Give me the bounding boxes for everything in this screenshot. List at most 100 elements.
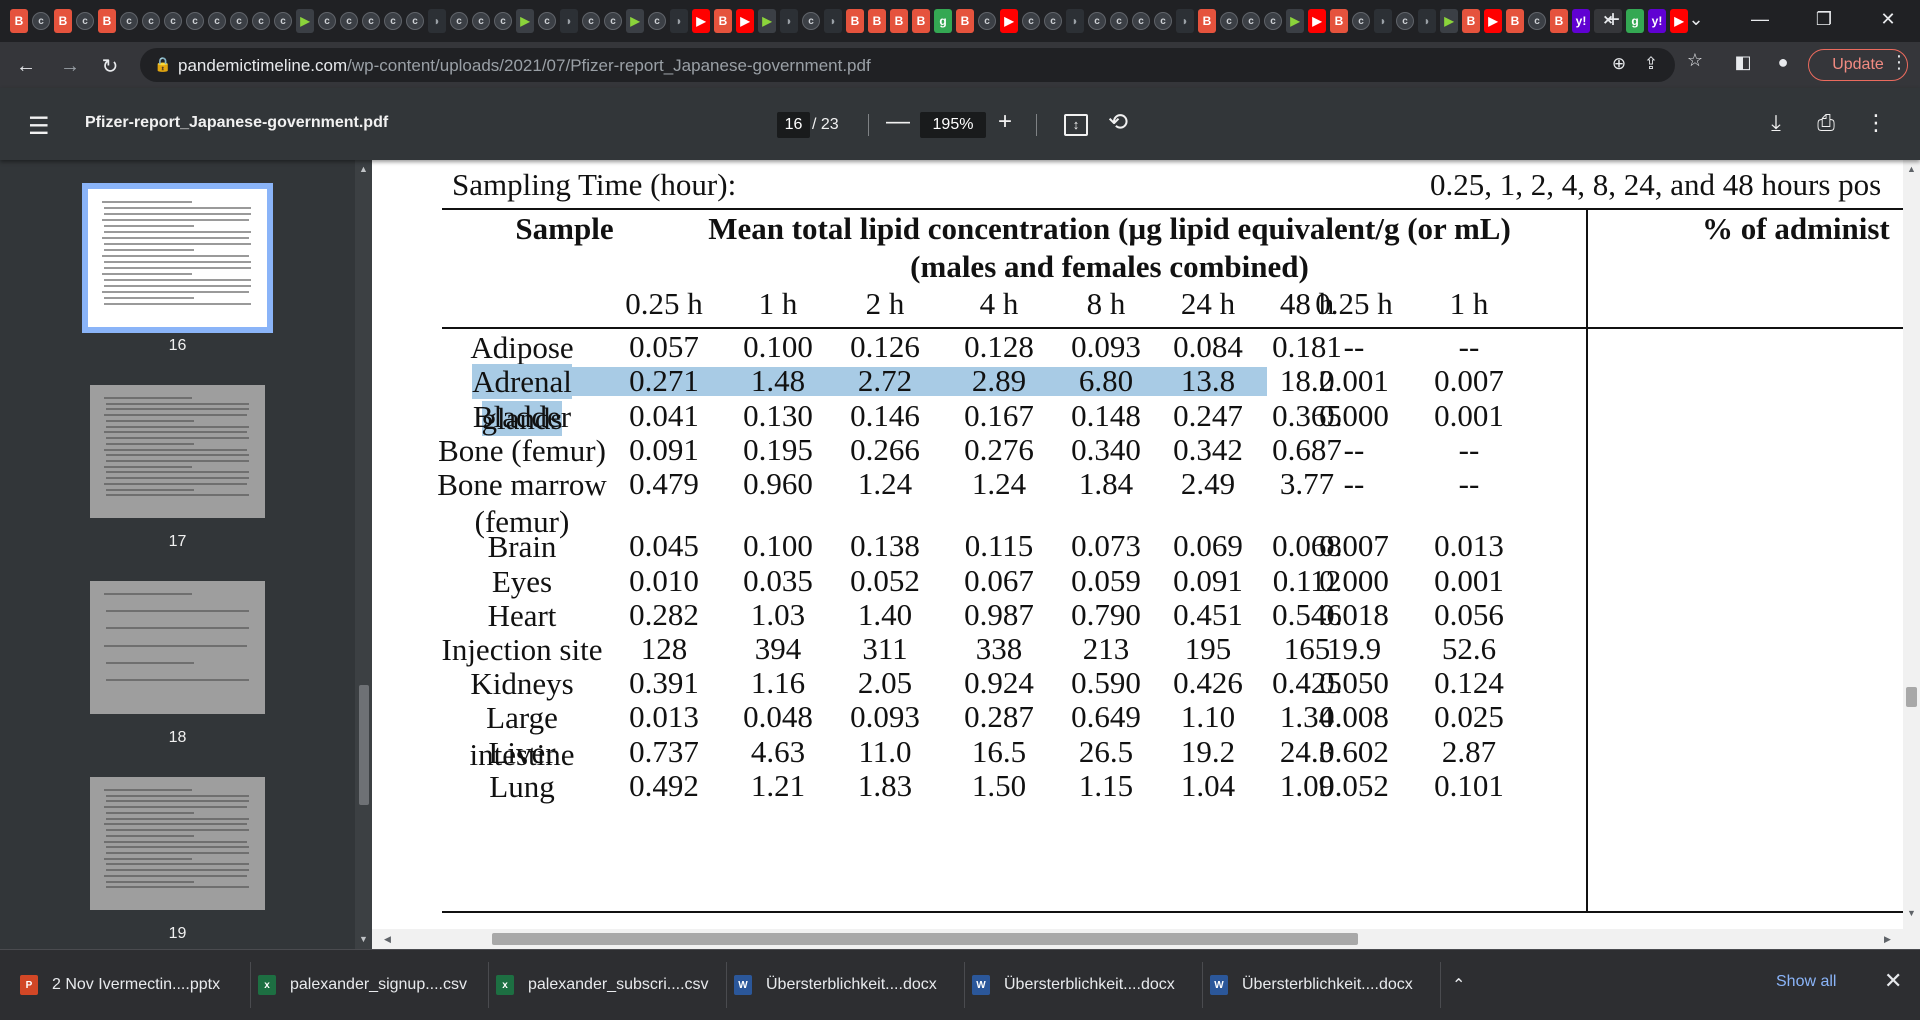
tab-favicon-c-icon[interactable]: c [1528,12,1546,30]
tab-favicon-c-icon[interactable]: c [208,12,226,30]
tab-favicon-B-icon[interactable]: B [912,9,930,33]
tab-favicon-c-icon[interactable]: c [384,12,402,30]
tab-favicon-c-icon[interactable]: c [76,12,94,30]
tab-favicon-c-icon[interactable]: c [472,12,490,30]
tab-favicon-c-icon[interactable]: c [802,12,820,30]
lock-icon[interactable]: 🔒 [154,56,172,72]
scroll-up-icon[interactable]: ▲ [359,164,368,174]
download-item[interactable]: P2 Nov Ivermectin....pptx⌃ [20,950,275,1020]
tab-favicon-arrow-icon[interactable]: ◗ [824,9,842,33]
tab-favicon-B-icon[interactable]: B [890,9,908,33]
scroll-right-icon[interactable]: ▶ [1884,934,1891,944]
profile-icon[interactable]: ● [1777,52,1789,72]
tab-favicon-B-icon[interactable]: B [1506,9,1524,33]
tab-favicon-c-icon[interactable]: c [340,12,358,30]
tab-favicon-c-icon[interactable]: c [1154,12,1172,30]
tab-favicon-c-icon[interactable]: c [1396,12,1414,30]
tab-favicon-c-icon[interactable]: c [1220,12,1238,30]
tab-favicon-y-icon[interactable]: y! [1648,9,1666,33]
print-icon[interactable]: ⎙ [1817,110,1835,135]
tab-favicon-c-icon[interactable]: c [1264,12,1282,30]
tab-favicon-yt-icon[interactable]: ▶ [1308,9,1326,33]
tab-favicon-B-icon[interactable]: B [846,9,864,33]
sidebar-scroll-thumb[interactable] [359,685,369,805]
sidebar-scrollbar[interactable]: ▲ ▼ [355,160,372,949]
tab-favicon-B-icon[interactable]: B [956,9,974,33]
tab-favicon-arrow-icon[interactable]: ◗ [1374,9,1392,33]
download-icon[interactable]: ⤓ [1771,110,1781,135]
tab-favicon-c-icon[interactable]: c [120,12,138,30]
tab-favicon-B-icon[interactable]: B [54,9,72,33]
tab-favicon-c-icon[interactable]: c [648,12,666,30]
thumbnail-page-16[interactable] [82,183,273,333]
thumbnail-page-19[interactable] [90,777,265,910]
tab-favicon-B-icon[interactable]: B [868,9,886,33]
tab-favicon-B-icon[interactable]: B [1550,9,1568,33]
tab-favicon-c-icon[interactable]: c [186,12,204,30]
show-all-button[interactable]: Show all [1776,973,1837,990]
tab-favicon-g-icon[interactable]: g [1626,9,1644,33]
tab-favicon-c-icon[interactable]: c [978,12,996,30]
zoom-in-button[interactable]: + [998,108,1013,135]
forward-icon[interactable]: → [60,54,80,77]
tab-favicon-c-icon[interactable]: c [1044,12,1062,30]
zoom-out-button[interactable]: — [886,108,910,135]
star-icon[interactable]: ☆ [1686,50,1704,70]
tab-favicon-c-icon[interactable]: c [32,12,50,30]
tab-favicon-c-icon[interactable]: c [1132,12,1150,30]
tab-favicon-arrow-icon[interactable]: ◗ [670,9,688,33]
restore-button[interactable]: ❐ [1815,8,1833,29]
tab-favicon-play-icon[interactable]: ▶ [296,9,314,33]
tab-favicon-arrow-icon[interactable]: ◗ [428,9,446,33]
tab-favicon-play-icon[interactable]: ▶ [758,9,776,33]
scroll-down-icon[interactable]: ▼ [359,934,368,944]
scroll-up-icon[interactable]: ▲ [1907,164,1916,174]
tab-favicon-c-icon[interactable]: c [362,12,380,30]
back-icon[interactable]: ← [16,54,36,77]
close-window-button[interactable]: ✕ [1880,8,1896,29]
tab-favicon-c-icon[interactable]: c [1088,12,1106,30]
sidepanel-icon[interactable]: ◧ [1734,52,1752,72]
tab-favicon-c-icon[interactable]: c [230,12,248,30]
tab-favicon-yt-icon[interactable]: ▶ [1484,9,1502,33]
tab-favicon-play-icon[interactable]: ▶ [1286,9,1304,33]
page-scrollbar[interactable]: ▲ ▼ [1903,160,1920,949]
zoom-level-input[interactable]: 195% [920,112,986,138]
tab-favicon-yt-icon[interactable]: ▶ [1670,9,1688,33]
tab-close-icon[interactable]: × [1594,9,1622,33]
reload-icon[interactable]: ↻ [101,55,119,78]
tab-favicon-arrow-icon[interactable]: ◗ [1066,9,1084,33]
menu-icon[interactable]: ☰ [28,113,50,140]
tab-favicon-c-icon[interactable]: c [494,12,512,30]
tab-favicon-c-icon[interactable]: c [318,12,336,30]
tab-favicon-B-icon[interactable]: B [1462,9,1480,33]
tab-search-button[interactable]: ⌄ [1688,8,1704,29]
tab-favicon-c-icon[interactable]: c [1110,12,1128,30]
update-button[interactable]: Update [1808,49,1908,81]
minimize-button[interactable]: — [1751,8,1769,29]
tab-favicon-c-icon[interactable]: c [164,12,182,30]
tab-favicon-B-icon[interactable]: B [1198,9,1216,33]
url-text[interactable]: pandemictimeline.com/wp-content/uploads/… [178,56,871,75]
tab-favicon-arrow-icon[interactable]: ◗ [560,9,578,33]
tab-favicon-arrow-icon[interactable]: ◗ [780,9,798,33]
tab-favicon-B-icon[interactable]: B [10,9,28,33]
tab-favicon-arrow-icon[interactable]: ◗ [1176,9,1194,33]
tab-favicon-play-icon[interactable]: ▶ [626,9,644,33]
tab-favicon-c-icon[interactable]: c [252,12,270,30]
tab-favicon-c-icon[interactable]: c [1352,12,1370,30]
rotate-icon[interactable]: ⟲ [1108,109,1129,136]
pdf-viewer[interactable]: Sampling Time (hour): 0.25, 1, 2, 4, 8, … [372,160,1903,929]
tab-favicon-play-icon[interactable]: ▶ [1440,9,1458,33]
thumbnail-page-17[interactable] [90,385,265,518]
tab-favicon-play-icon[interactable]: ▶ [516,9,534,33]
tab-favicon-B-icon[interactable]: B [1330,9,1348,33]
tab-favicon-c-icon[interactable]: c [142,12,160,30]
more-options-icon[interactable]: ⋮ [1865,110,1887,135]
tab-favicon-c-icon[interactable]: c [1022,12,1040,30]
scroll-down-icon[interactable]: ▼ [1907,908,1916,918]
